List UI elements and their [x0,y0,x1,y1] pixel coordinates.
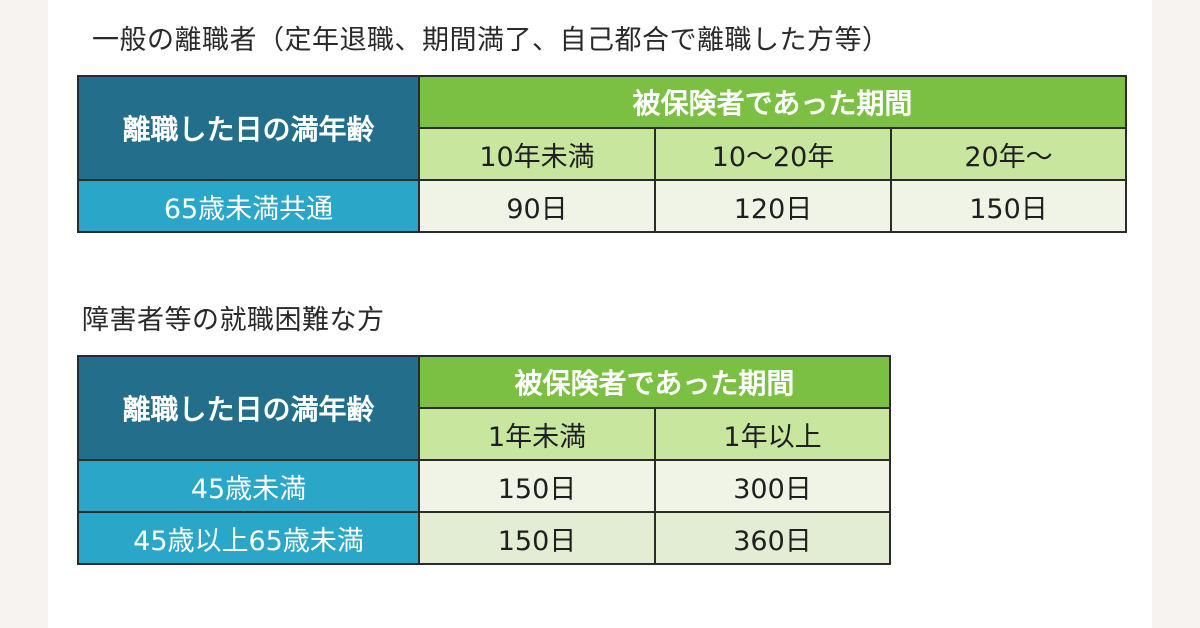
benefit-days-cell: 300日 [653,459,892,513]
benefit-days-cell: 150日 [418,511,656,565]
benefit-days-cell: 120日 [654,179,892,233]
disabled-leavers-table: 離職した日の満年齢 被保険者であった期間 1年未満 1年以上 45歳未満 150… [77,355,892,565]
table-row: 65歳未満共通 90日 120日 150日 [77,179,1128,233]
period-column-header: 1年以上 [653,407,892,461]
period-column-header: 10〜20年 [654,127,892,181]
age-at-leaving-header: 離職した日の満年齢 [77,355,420,461]
age-group-label: 45歳以上65歳未満 [77,511,420,565]
period-column-header: 1年未満 [418,407,656,461]
benefit-days-cell: 90日 [418,179,656,233]
period-column-header: 10年未満 [418,127,656,181]
age-at-leaving-header: 離職した日の満年齢 [77,75,420,181]
general-leavers-heading: 一般の離職者（定年退職、期間満了、自己都合で離職した方等） [92,25,890,56]
table-header-row: 離職した日の満年齢 被保険者であった期間 [77,75,1128,181]
period-subheader-row: 1年未満 1年以上 [78,407,892,461]
benefit-days-cell: 360日 [653,511,892,565]
insured-period-header: 被保険者であった期間 [417,75,1128,129]
insured-period-header: 被保険者であった期間 [417,355,892,409]
period-subheader-row: 10年未満 10〜20年 20年〜 [78,127,1128,181]
table-header-row: 離職した日の満年齢 被保険者であった期間 [77,355,892,461]
general-leavers-table: 離職した日の満年齢 被保険者であった期間 10年未満 10〜20年 20年〜 6… [77,75,1128,233]
table-row: 45歳以上65歳未満 150日 360日 [77,511,892,565]
benefit-days-cell: 150日 [889,179,1128,233]
benefit-days-cell: 150日 [418,459,656,513]
disabled-leavers-heading: 障害者等の就職困難な方 [82,305,385,336]
age-group-label: 45歳未満 [77,459,420,513]
age-group-label: 65歳未満共通 [77,179,420,233]
table-row: 45歳未満 150日 300日 [77,459,892,513]
period-column-header: 20年〜 [889,127,1128,181]
